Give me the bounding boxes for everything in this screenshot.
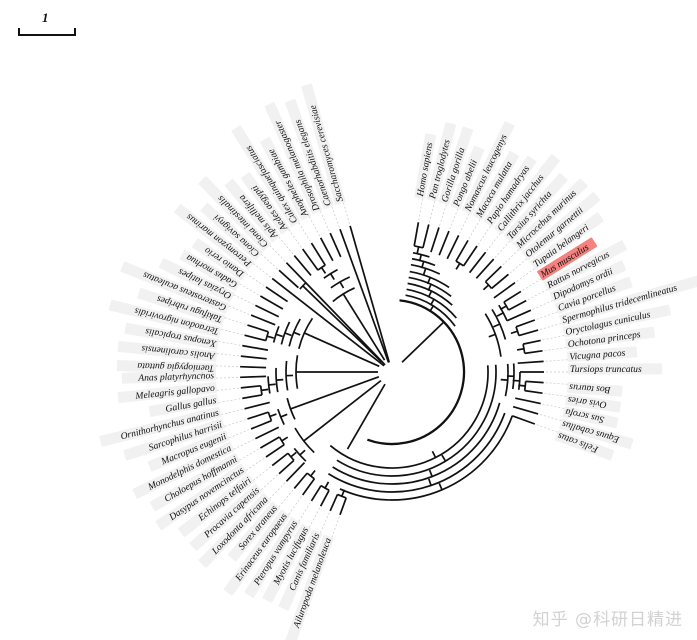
tip-label: Tursiops truncatus (570, 364, 642, 375)
scale-bar-label: 1 (42, 10, 49, 25)
watermark: 知乎 @科研日精进 (532, 610, 683, 630)
tip-label: Bos taurus (569, 381, 611, 395)
tree-branches (240, 222, 544, 516)
tip-label: Taeniopygia guttata (137, 360, 214, 374)
scale-bar-line (18, 34, 76, 36)
tip-leader-lines (216, 198, 568, 538)
tip-label: Vicugna pacos (569, 348, 626, 363)
scale-bar: 1 (18, 10, 76, 36)
scale-bar-left-cap (18, 28, 20, 36)
scale-bar-right-cap (74, 28, 76, 36)
tip-label: Ovis aries (567, 394, 608, 410)
